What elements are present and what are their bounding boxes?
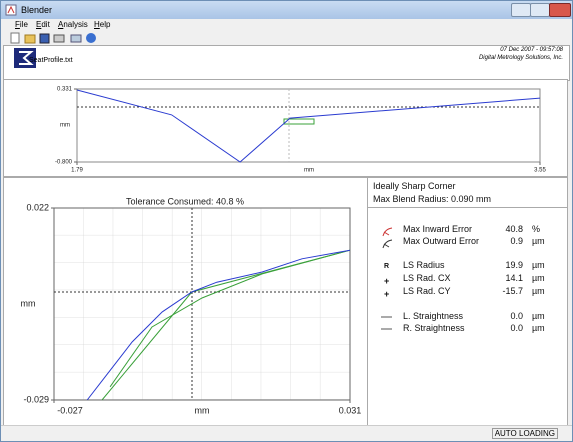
row-unit: µm [532,323,545,333]
row-unit: µm [532,260,545,270]
row-unit: µm [532,311,545,321]
row-label: LS Rad. CY [403,286,451,296]
profile-chart: mm mm -0.800 0.331 1.79 3.55 [3,79,568,177]
data-line [76,89,541,163]
company: Digital Metrology Solutions, Inc. [478,55,563,61]
app-icon [5,4,17,16]
x-tick-label: 0.031 [339,405,362,415]
error-icons [382,227,393,249]
results-panel: Ideally Sharp Corner Max Blend Radius: 0… [367,177,568,426]
date: 07 Dec 2007 - 09:57:08 [500,47,563,53]
row-label: LS Radius [403,260,445,270]
row-value: -15.7 [502,286,523,296]
y-axis-label: mm [21,298,36,308]
row-icon: + [384,276,390,286]
y-axis-label: mm [60,123,70,129]
copy-button[interactable] [70,34,82,43]
header-panel: SeatProfile.txt 07 Dec 2007 - 09:57:08 D… [3,45,570,81]
plot-grid [53,207,351,401]
row-label: L. Straightness [403,311,464,321]
x-axis-label: mm [304,168,314,174]
row-unit: µm [532,273,545,283]
close-button[interactable] [549,3,571,17]
results-subtitle: Max Blend Radius: 0.090 mm [373,194,492,204]
row-icon: R [384,263,390,270]
status-text: AUTO LOADING [491,428,558,439]
title-bar: Blender [1,1,572,19]
row-unit: µm [532,286,545,296]
row-value: 0.0 [510,323,523,333]
window-title: Blender [21,5,53,15]
help-button[interactable] [86,33,96,43]
data-line [109,249,351,388]
row-value: 40.8 [505,224,523,234]
y-tick-label: 0.022 [26,202,49,212]
data-line [86,249,351,401]
maximize-button[interactable] [530,3,550,17]
x-axis-label: mm [195,405,210,415]
y-tick-label: -0.029 [23,394,49,404]
y-tick-label: -0.800 [55,160,73,166]
toolbar [10,32,96,44]
row-value: 0.9 [510,236,523,246]
row-value: 14.1 [505,273,523,283]
file-name: SeatProfile.txt [29,57,73,64]
row-icon: + [384,289,390,299]
y-tick-label: 0.331 [57,87,73,93]
menu-file[interactable]: File [15,20,28,29]
row-unit: % [532,224,541,234]
open-button[interactable] [24,34,36,44]
x-tick-label: -0.027 [57,405,83,415]
status-bar: AUTO LOADING [1,425,572,441]
plot-frame [76,88,541,163]
chart-title: Tolerance Consumed: 40.8 % [126,196,244,206]
menu-analysis[interactable]: Analysis [58,20,88,29]
row-label: Max Inward Error [403,224,473,234]
new-button[interactable] [10,32,20,44]
logo [14,48,36,68]
save-button[interactable] [39,33,50,44]
row-value: 19.9 [505,260,523,270]
menu-help[interactable]: Help [94,20,111,29]
row-value: 0.0 [510,311,523,321]
results-title: Ideally Sharp Corner [373,181,456,191]
print-button[interactable] [53,34,65,43]
row-label: LS Rad. CX [403,273,451,283]
straightness-icons [381,316,392,330]
row-label: R. Straightness [403,323,465,333]
x-tick-label: 3.55 [534,168,546,174]
zoom-window [283,118,315,125]
minimize-button[interactable] [511,3,531,17]
zoom-chart: Tolerance Consumed: 40.8 % mm mm -0.029 0… [3,177,368,426]
row-unit: µm [532,236,545,246]
separator [368,207,567,208]
row-label: Max Outward Error [403,236,480,246]
x-tick-label: 1.79 [71,168,83,174]
menu-edit[interactable]: Edit [36,20,50,29]
